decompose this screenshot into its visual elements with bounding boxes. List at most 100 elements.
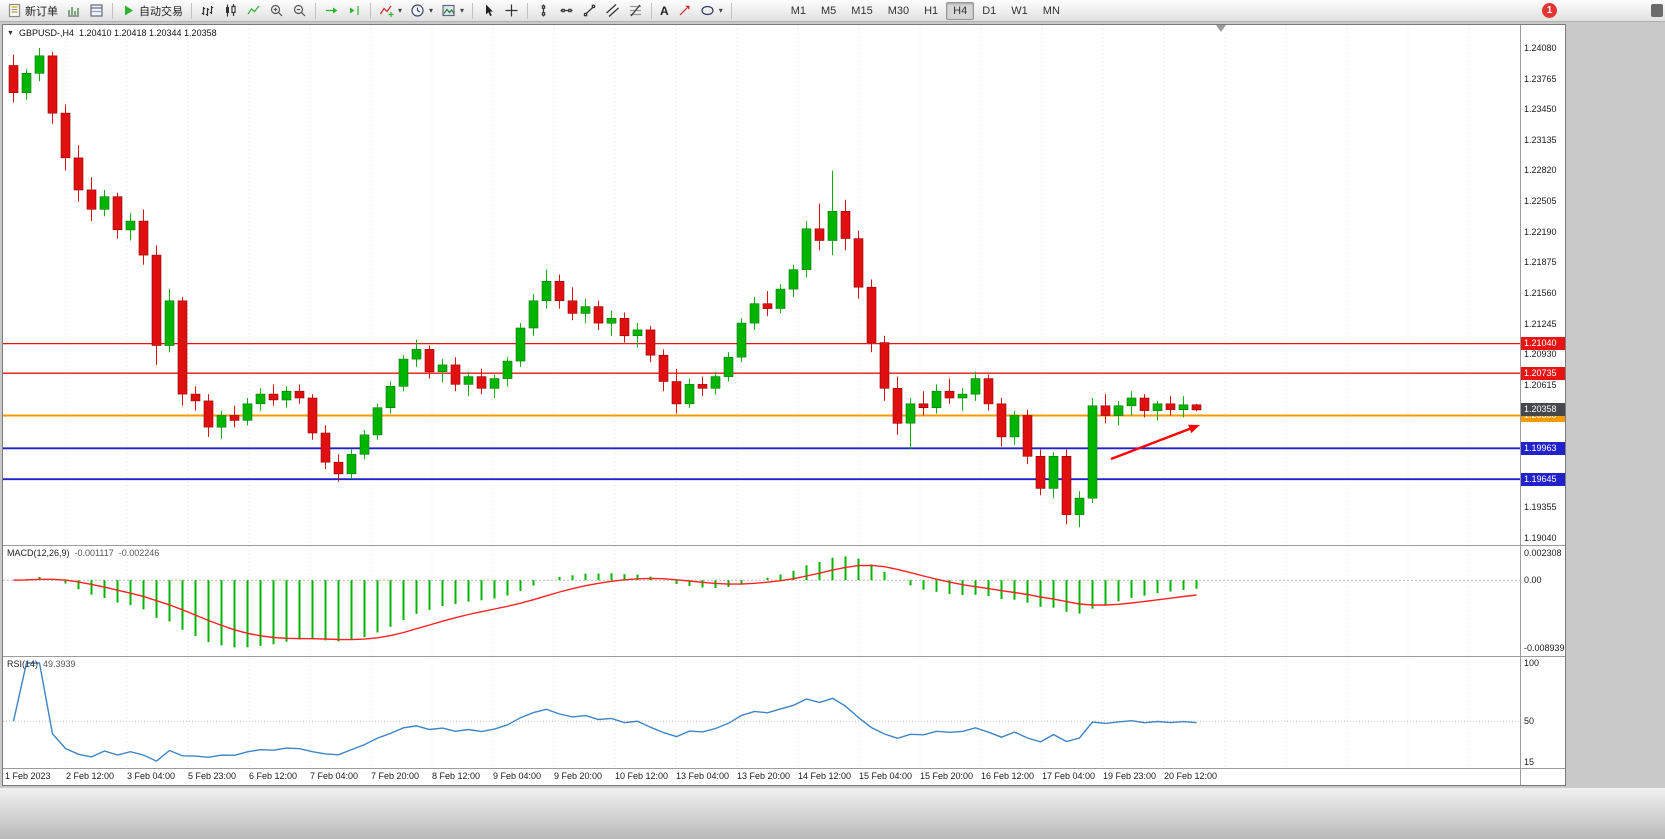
notification-badge[interactable]: 1: [1542, 3, 1557, 18]
price-tick: 1.22820: [1524, 165, 1557, 175]
price-line-badge: 1.20735: [1521, 367, 1565, 380]
timeframe-mn[interactable]: MN: [1042, 4, 1060, 17]
text-tool-button[interactable]: A: [656, 0, 673, 22]
time-label: 6 Feb 12:00: [249, 771, 298, 781]
line-chart-icon: [247, 5, 260, 15]
timeframe-h4[interactable]: H4: [946, 1, 975, 20]
time-label: 7 Feb 04:00: [310, 771, 359, 781]
data-window-button[interactable]: [85, 0, 108, 22]
vertical-line-button[interactable]: [532, 0, 555, 22]
pane-divider: [3, 768, 1565, 769]
rsi-pane[interactable]: [3, 657, 1520, 768]
macd-label: MACD(12,26,9) -0.001117 -0.002246: [7, 548, 159, 558]
line-chart-button[interactable]: [242, 0, 265, 22]
status-strip: [0, 788, 1665, 839]
shapes-dropdown[interactable]: ▾: [696, 0, 727, 22]
time-label: 15 Feb 20:00: [920, 771, 974, 781]
horizontal-line-button[interactable]: [555, 0, 578, 22]
play-icon: [125, 5, 133, 16]
templates-dropdown[interactable]: ▾: [437, 0, 468, 22]
trendline-icon: [583, 4, 596, 17]
timeframe-m5[interactable]: M5: [821, 4, 837, 17]
time-axis[interactable]: 1 Feb 2023 2 Feb 12:00 3 Feb 04:00 5 Feb 23…: [3, 769, 1520, 785]
toolbar-separator: [651, 2, 653, 19]
collapse-icon[interactable]: ▼: [7, 29, 14, 37]
price-tick: 1.20930: [1524, 349, 1557, 359]
vertical-line-icon: [541, 4, 546, 17]
chevron-down-icon: ▾: [460, 6, 465, 15]
periods-dropdown[interactable]: ▾: [406, 0, 437, 22]
chart-shift-button[interactable]: [343, 0, 366, 22]
timeframe-w1[interactable]: W1: [1011, 4, 1028, 17]
toolbar-separator: [472, 2, 474, 19]
timeframe-m1[interactable]: M1: [790, 4, 807, 17]
price-line-badge: 1.19645: [1521, 473, 1565, 486]
crosshair-button[interactable]: [500, 0, 523, 22]
macd-name: MACD(12,26,9): [7, 548, 70, 558]
price-tick: 1.22505: [1524, 196, 1557, 206]
pane-divider[interactable]: [3, 656, 1565, 657]
timeframe-m30[interactable]: M30: [887, 4, 910, 17]
bar-chart-icon: [201, 6, 214, 16]
order-ticket-icon: [8, 3, 21, 18]
market-watch-icon: [68, 7, 79, 17]
arrow-tool-button[interactable]: [673, 0, 696, 22]
data-window-icon: [90, 4, 103, 17]
zoom-out-icon: [293, 4, 306, 17]
tray-icon[interactable]: [1651, 4, 1663, 17]
rsi-axis-15: 15: [1524, 757, 1535, 767]
zoom-in-button[interactable]: [265, 0, 288, 22]
price-tick: 1.20615: [1524, 380, 1557, 390]
cursor-button[interactable]: [477, 0, 500, 22]
zoom-in-icon: [270, 4, 283, 17]
time-label: 9 Feb 20:00: [554, 771, 603, 781]
window-background: [1568, 24, 1665, 786]
crosshair-icon: [505, 4, 518, 17]
timeframe-buttons: M1 M5 M15 M30 H1 H4 D1 W1 MN: [784, 1, 1067, 20]
clock-icon: [411, 4, 424, 17]
toolbar-separator: [112, 2, 113, 19]
channel-button[interactable]: [601, 0, 624, 22]
chart-window-inner: ▼ GBPUSD-,H4 1.20410 1.20418 1.20344 1.2…: [3, 25, 1565, 785]
fibonacci-icon: [630, 4, 642, 17]
toolbar-separator: [730, 2, 732, 19]
current-price-badge: 1.20358: [1521, 403, 1565, 416]
timeframe-d1[interactable]: D1: [982, 4, 997, 17]
chevron-down-icon: ▾: [398, 6, 403, 15]
indicators-dropdown[interactable]: ▾: [375, 0, 406, 22]
cursor-icon: [486, 4, 494, 17]
time-label: 2 Feb 12:00: [66, 771, 115, 781]
time-label: 8 Feb 12:00: [432, 771, 481, 781]
time-label: 5 Feb 23:00: [188, 771, 237, 781]
candlestick-chart-button[interactable]: [219, 0, 242, 22]
macd-value-main: -0.001117: [74, 548, 114, 558]
price-axis[interactable]: 1.24080 1.23765 1.23450 1.23135 1.22820 1.225…: [1521, 25, 1565, 785]
price-tick: 1.21875: [1524, 257, 1557, 267]
toolbar-separator: [315, 2, 316, 19]
price-tick: 1.21560: [1524, 288, 1557, 298]
price-tick: 1.24080: [1524, 43, 1557, 53]
trendline-button[interactable]: [578, 0, 601, 22]
price-chart-pane[interactable]: [3, 25, 1520, 545]
horizontal-line-icon: [560, 8, 573, 13]
price-tick: 1.19355: [1524, 502, 1557, 512]
new-order-button[interactable]: 新订单: [3, 0, 62, 22]
pane-divider[interactable]: [3, 545, 1565, 546]
main-toolbar: 新订单 自动交易: [0, 0, 1665, 22]
macd-pane[interactable]: [3, 546, 1520, 656]
toolbar-separator: [370, 2, 371, 19]
timeframe-h1[interactable]: H1: [924, 4, 939, 17]
bar-chart-button[interactable]: [196, 0, 219, 22]
fibonacci-button[interactable]: [624, 0, 647, 22]
auto-trading-button[interactable]: 自动交易: [117, 0, 187, 22]
auto-scroll-button[interactable]: [320, 0, 343, 22]
macd-axis-max: 0.002308: [1524, 548, 1562, 558]
rsi-value: 49.3939: [43, 659, 76, 669]
zoom-out-button[interactable]: [288, 0, 311, 22]
shapes-icon: [701, 5, 714, 16]
rsi-axis-50: 50: [1524, 716, 1535, 726]
timeframe-m15[interactable]: M15: [851, 4, 873, 17]
market-watch-button[interactable]: [62, 0, 85, 22]
symbol-header: ▼ GBPUSD-,H4 1.20410 1.20418 1.20344 1.2…: [7, 28, 217, 38]
price-tick: 1.23450: [1524, 104, 1557, 114]
